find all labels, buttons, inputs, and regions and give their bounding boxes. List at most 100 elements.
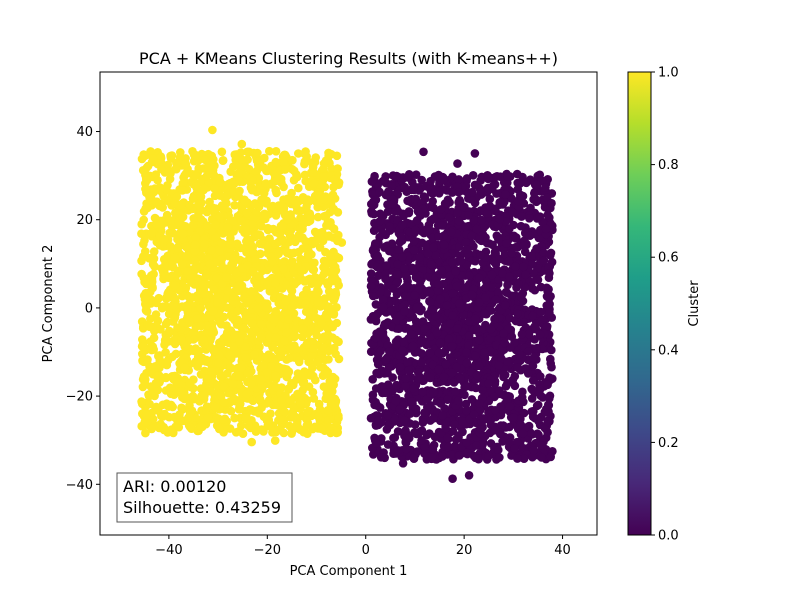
point (259, 188, 269, 198)
point (191, 233, 201, 242)
point (148, 414, 158, 424)
point (489, 257, 499, 267)
point (281, 390, 290, 400)
point (534, 430, 543, 440)
point (309, 394, 319, 403)
point (271, 211, 281, 220)
point (279, 182, 288, 192)
point (484, 396, 494, 406)
point (200, 239, 209, 249)
point (545, 249, 555, 259)
point (152, 197, 162, 206)
point (371, 384, 381, 393)
point (323, 406, 333, 415)
point (528, 452, 537, 462)
point (546, 452, 555, 462)
point (186, 278, 196, 287)
point (191, 150, 201, 160)
point (464, 271, 474, 281)
point (513, 363, 522, 373)
point (237, 139, 247, 149)
point (464, 341, 473, 351)
point (538, 344, 547, 354)
point (153, 385, 163, 395)
point (156, 419, 165, 429)
point (480, 348, 489, 358)
point (407, 397, 417, 406)
point (217, 254, 227, 264)
point (254, 293, 264, 303)
point (287, 429, 296, 438)
point (448, 311, 458, 320)
point (258, 360, 268, 370)
point (235, 186, 244, 196)
point (388, 284, 398, 293)
point (229, 342, 238, 351)
point (375, 403, 385, 412)
point (319, 269, 329, 279)
colorbar-gradient (627, 71, 652, 536)
point (452, 362, 461, 372)
point (467, 187, 477, 197)
point (269, 315, 279, 325)
point (153, 175, 162, 185)
point (393, 446, 403, 455)
point (436, 399, 446, 408)
point (230, 413, 239, 423)
point (226, 406, 236, 416)
point (375, 232, 384, 242)
point (505, 402, 515, 411)
point (375, 187, 384, 197)
point (199, 184, 209, 193)
point (546, 354, 555, 364)
point (408, 263, 417, 273)
point (454, 299, 464, 308)
point (511, 262, 520, 271)
point (376, 216, 385, 226)
point (428, 360, 438, 370)
point (168, 260, 177, 269)
cluster-0-points (366, 147, 557, 484)
point (317, 424, 326, 434)
point (507, 194, 516, 203)
point (213, 358, 223, 368)
point (491, 295, 501, 304)
point (533, 400, 543, 410)
point (230, 201, 239, 210)
point (502, 239, 512, 248)
point (476, 425, 486, 434)
point (294, 183, 303, 193)
point (158, 400, 168, 410)
point (293, 389, 302, 399)
chart-title: PCA + KMeans Clustering Results (with K-… (139, 49, 558, 68)
point (141, 428, 150, 438)
point (435, 338, 445, 348)
point (309, 265, 319, 275)
point (280, 407, 290, 417)
point (399, 416, 409, 425)
point (434, 348, 444, 358)
point (266, 252, 276, 262)
point (210, 204, 220, 214)
point (200, 155, 210, 164)
point (506, 343, 515, 352)
point (511, 316, 521, 326)
point (482, 209, 492, 218)
point (164, 337, 173, 346)
point (453, 208, 462, 218)
point (371, 439, 381, 448)
point (383, 207, 393, 216)
point (189, 394, 198, 404)
point (333, 236, 342, 246)
point (389, 414, 399, 423)
point (436, 205, 446, 214)
point (411, 404, 421, 414)
point (189, 220, 198, 229)
point (425, 225, 434, 234)
point (535, 330, 545, 339)
point (303, 250, 313, 260)
point (178, 212, 188, 222)
point (192, 314, 202, 323)
point (333, 428, 343, 437)
point (376, 453, 386, 462)
